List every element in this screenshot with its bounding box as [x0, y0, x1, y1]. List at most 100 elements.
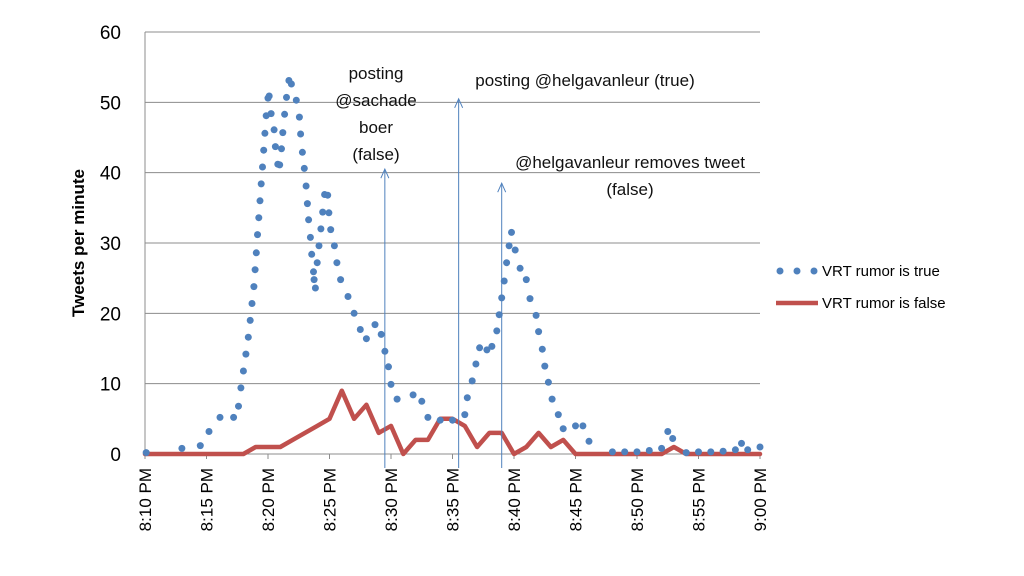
- data-point-rumor-true: [418, 397, 426, 405]
- x-tick-label: 8:25 PM: [321, 468, 340, 531]
- data-point-rumor-true: [377, 330, 385, 338]
- data-point-rumor-true: [257, 180, 265, 188]
- data-point-rumor-true: [300, 164, 308, 172]
- data-point-rumor-true: [337, 276, 345, 284]
- data-point-rumor-true: [260, 146, 268, 154]
- data-point-rumor-true: [251, 266, 259, 274]
- data-point-rumor-true: [259, 163, 266, 171]
- data-point-rumor-true: [324, 191, 332, 199]
- data-point-rumor-true: [310, 268, 317, 276]
- data-point-rumor-true: [516, 264, 524, 272]
- x-tick-label: 8:55 PM: [690, 468, 709, 531]
- data-point-rumor-true: [252, 249, 260, 257]
- data-point-rumor-true: [313, 259, 321, 267]
- y-tick-label: 30: [100, 234, 121, 255]
- data-point-rumor-true: [248, 300, 256, 307]
- data-point-rumor-true: [554, 411, 562, 419]
- data-point-rumor-true: [327, 226, 335, 234]
- data-point-rumor-true: [325, 209, 333, 217]
- data-point-rumor-true: [544, 378, 552, 386]
- data-point-rumor-true: [230, 413, 238, 421]
- data-point-rumor-true: [409, 391, 417, 399]
- y-tick-labels: 0 10 20 30 40 50 60: [100, 23, 121, 466]
- annotation: posting @sachade boer (false): [335, 64, 417, 468]
- annotation-text: boer: [359, 118, 393, 137]
- legend-label-rumor-true: VRT rumor is true: [822, 263, 940, 280]
- data-point-rumor-true: [468, 377, 476, 385]
- data-point-rumor-true: [658, 444, 666, 452]
- annotation-arrowhead: [454, 97, 464, 109]
- annotation: posting @helgavanleur (true): [454, 71, 695, 468]
- data-point-rumor-true: [205, 428, 213, 435]
- legend-marker-rumor-true: [793, 267, 801, 275]
- data-point-rumor-true: [522, 276, 530, 284]
- x-tick-label: 8:45 PM: [567, 468, 586, 531]
- data-point-rumor-true: [387, 380, 395, 388]
- data-point-rumor-true: [270, 126, 278, 134]
- data-point-rumor-true: [142, 449, 150, 457]
- data-point-rumor-true: [483, 346, 491, 354]
- data-point-rumor-true: [664, 428, 672, 435]
- data-point-rumor-true: [505, 242, 513, 250]
- data-point-rumor-true: [265, 92, 273, 100]
- data-point-rumor-true: [254, 231, 261, 239]
- annotation-text: (false): [606, 180, 653, 199]
- data-point-rumor-true: [216, 413, 224, 421]
- data-point-rumor-true: [256, 197, 264, 205]
- data-point-rumor-true: [695, 448, 702, 456]
- data-point-rumor-true: [608, 448, 616, 456]
- data-point-rumor-true: [319, 208, 327, 216]
- legend-marker-rumor-true: [776, 267, 784, 275]
- data-point-rumor-true: [305, 216, 313, 224]
- data-point-rumor-true: [292, 96, 300, 104]
- x-tick-labels: 8:10 PM 8:15 PM 8:20 PM 8:25 PM 8:30 PM 8:35 …: [136, 468, 770, 531]
- data-point-rumor-true: [526, 295, 534, 303]
- data-point-rumor-true: [472, 360, 480, 368]
- data-point-rumor-true: [572, 422, 579, 430]
- data-point-rumor-true: [738, 439, 745, 447]
- y-tick-label: 40: [100, 164, 121, 185]
- x-tick-label: 8:15 PM: [198, 468, 217, 531]
- legend-label-rumor-false: VRT rumor is false: [822, 295, 946, 312]
- data-point-rumor-true: [493, 327, 501, 335]
- data-point-rumor-true: [463, 394, 471, 402]
- data-point-rumor-true: [317, 225, 325, 233]
- data-point-rumor-true: [535, 328, 543, 336]
- annotation: @helgavanleur removes tweet (false): [497, 153, 745, 468]
- annotations: posting @sachade boer (false) posting @helga…: [335, 64, 745, 468]
- data-point-rumor-true: [744, 446, 752, 454]
- data-point-rumor-true: [281, 110, 289, 118]
- data-point-rumor-true: [350, 309, 358, 317]
- data-point-rumor-true: [424, 413, 432, 421]
- series-rumor-true: [142, 77, 764, 457]
- data-point-rumor-true: [548, 395, 556, 403]
- data-point-rumor-true: [196, 442, 204, 450]
- data-point-rumor-true: [385, 363, 392, 371]
- data-point-rumor-true: [532, 311, 540, 319]
- data-point-rumor-true: [244, 333, 252, 341]
- data-point-rumor-true: [315, 242, 323, 250]
- data-point-rumor-true: [707, 448, 715, 456]
- data-point-rumor-true: [302, 182, 310, 190]
- data-point-rumor-true: [503, 259, 511, 267]
- data-point-rumor-true: [235, 402, 242, 410]
- y-tick-label: 20: [100, 304, 121, 325]
- data-point-rumor-true: [242, 350, 250, 358]
- data-point-rumor-true: [237, 384, 245, 392]
- x-tick-label: 8:40 PM: [505, 468, 524, 531]
- annotation-text: posting @helgavanleur (true): [475, 71, 695, 90]
- data-point-rumor-true: [255, 214, 263, 222]
- y-tick-label: 0: [110, 445, 121, 466]
- data-point-rumor-true: [279, 129, 287, 137]
- annotation-text: @sachade: [335, 91, 417, 110]
- data-point-rumor-true: [682, 449, 690, 457]
- data-point-rumor-true: [449, 416, 456, 424]
- annotation-arrowhead: [497, 181, 507, 193]
- y-tick-label: 50: [100, 93, 121, 114]
- y-tick-label: 10: [100, 375, 121, 396]
- data-point-rumor-true: [308, 250, 316, 258]
- x-tick-label: 8:50 PM: [628, 468, 647, 531]
- data-point-rumor-true: [585, 437, 593, 445]
- data-point-rumor-true: [239, 367, 247, 375]
- data-point-rumor-true: [495, 311, 503, 319]
